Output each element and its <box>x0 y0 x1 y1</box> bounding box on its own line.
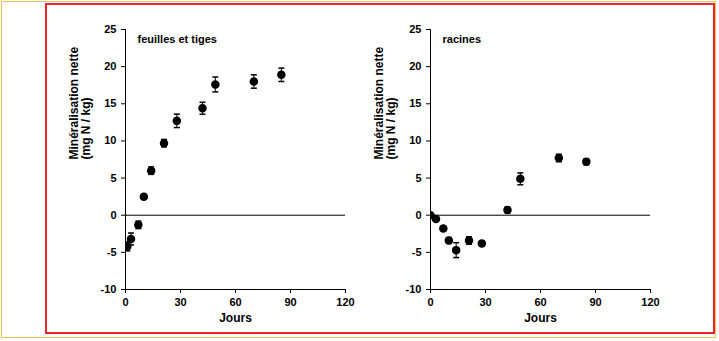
svg-text:5: 5 <box>415 172 421 184</box>
svg-text:Jours: Jours <box>219 311 252 325</box>
svg-text:-5: -5 <box>107 246 117 258</box>
svg-text:-10: -10 <box>406 283 422 295</box>
svg-text:15: 15 <box>409 97 421 109</box>
svg-text:racines: racines <box>443 33 482 45</box>
svg-text:10: 10 <box>409 134 421 146</box>
svg-text:Minéralisation nette(mg N / kg: Minéralisation nette(mg N / kg) <box>372 46 398 159</box>
svg-text:20: 20 <box>104 60 116 72</box>
svg-text:90: 90 <box>284 296 296 308</box>
svg-text:10: 10 <box>104 134 116 146</box>
svg-text:-10: -10 <box>101 283 117 295</box>
svg-text:20: 20 <box>409 60 421 72</box>
svg-text:60: 60 <box>534 296 546 308</box>
svg-text:Minéralisation nette(mg N / kg: Minéralisation nette(mg N / kg) <box>67 46 93 159</box>
svg-text:25: 25 <box>104 23 116 35</box>
svg-text:90: 90 <box>589 296 601 308</box>
svg-text:60: 60 <box>229 296 241 308</box>
svg-text:0: 0 <box>122 296 128 308</box>
svg-text:25: 25 <box>409 23 421 35</box>
svg-text:30: 30 <box>174 296 186 308</box>
svg-text:5: 5 <box>110 172 116 184</box>
svg-text:feuilles et tiges: feuilles et tiges <box>138 33 217 45</box>
svg-text:15: 15 <box>104 97 116 109</box>
svg-text:30: 30 <box>479 296 491 308</box>
svg-text:120: 120 <box>336 296 354 308</box>
svg-text:0: 0 <box>427 296 433 308</box>
svg-text:Jours: Jours <box>524 311 557 325</box>
svg-text:120: 120 <box>641 296 659 308</box>
svg-text:-5: -5 <box>412 246 422 258</box>
svg-text:0: 0 <box>415 209 421 221</box>
svg-text:0: 0 <box>110 209 116 221</box>
